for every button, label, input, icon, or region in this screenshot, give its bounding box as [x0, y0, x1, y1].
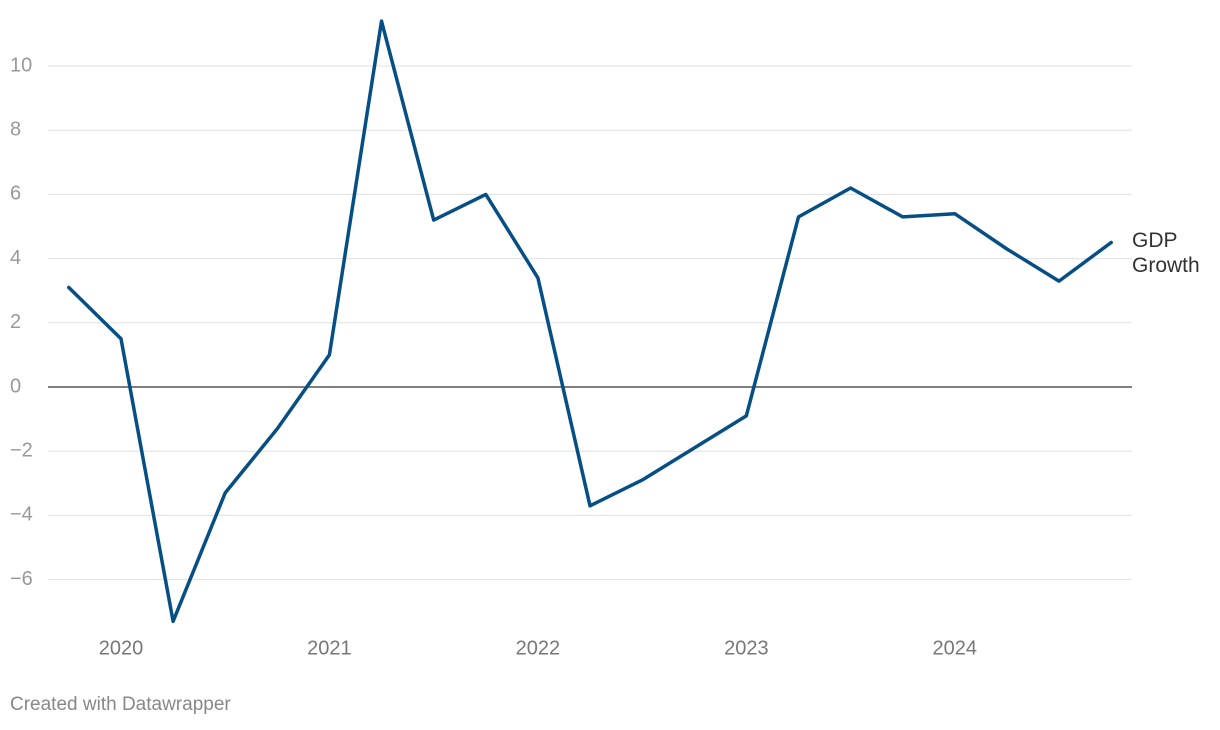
credit: Created with Datawrapper — [10, 694, 231, 715]
y-tick-label: −6 — [10, 568, 33, 590]
y-tick-label: −2 — [10, 439, 33, 461]
y-tick-label: 8 — [10, 118, 21, 140]
x-tick-label: 2021 — [307, 637, 352, 659]
y-tick-label: −4 — [10, 504, 33, 526]
x-tick-label: 2024 — [933, 637, 978, 659]
x-tick-label: 2022 — [516, 637, 561, 659]
y-tick-label: 2 — [10, 311, 21, 333]
series-label: GDP Growth — [1132, 229, 1200, 277]
x-tick-label: 2023 — [724, 637, 769, 659]
y-tick-label: 0 — [10, 375, 21, 397]
y-tick-label: 4 — [10, 247, 21, 269]
y-tick-label: 6 — [10, 183, 21, 205]
x-tick-label: 2020 — [99, 637, 144, 659]
line — [67, 19, 1113, 624]
y-tick-label: 10 — [10, 54, 32, 76]
